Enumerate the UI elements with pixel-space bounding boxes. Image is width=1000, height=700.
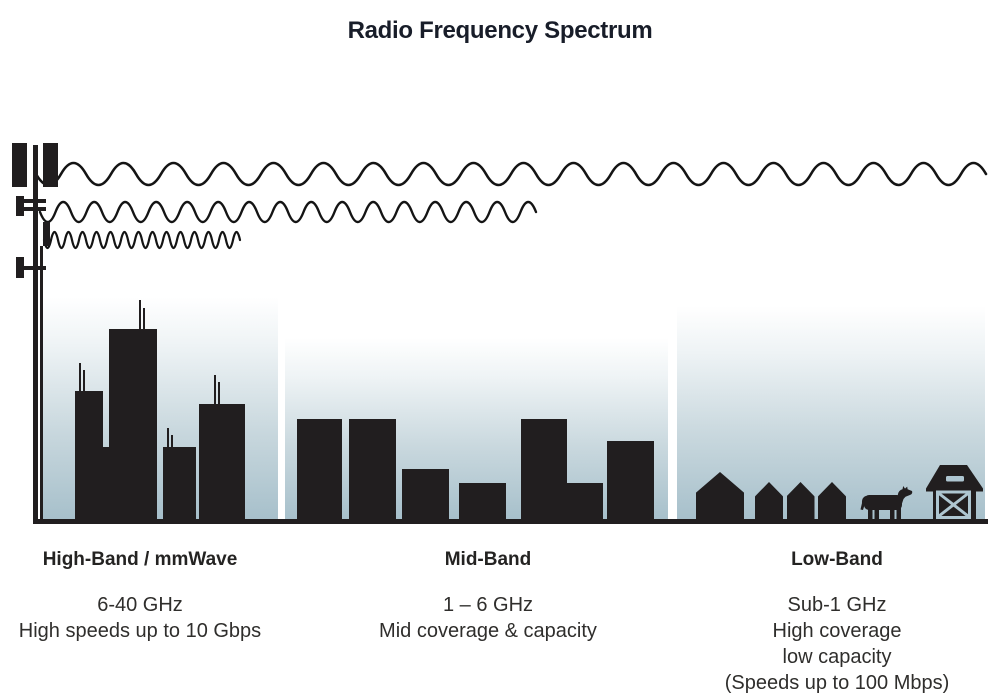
band-detail-line: High coverage xyxy=(772,620,902,642)
building xyxy=(402,469,449,519)
antenna-mast xyxy=(83,370,85,391)
band-detail-line: 6-40 GHz xyxy=(97,594,183,616)
band-detail-line: low capacity xyxy=(782,646,892,668)
band-detail-line: (Speeds up to 100 Mbps) xyxy=(724,672,950,694)
antenna-panel xyxy=(43,143,58,187)
tower-mast-cable xyxy=(39,246,43,523)
antenna-panel xyxy=(43,222,50,246)
short-wavelength-wave-icon xyxy=(42,230,242,250)
band-label-mid: Mid-Band xyxy=(444,549,532,570)
long-wavelength-wave-icon xyxy=(34,161,988,187)
barn-icon xyxy=(926,465,983,520)
band-detail-line: 1 – 6 GHz xyxy=(442,594,534,616)
medium-wavelength-wave-icon xyxy=(38,200,538,224)
antenna-mast xyxy=(171,435,173,447)
tower-crossarm xyxy=(17,207,46,211)
skyscraper xyxy=(109,329,157,519)
skyscraper xyxy=(199,404,245,519)
building xyxy=(607,441,654,519)
building xyxy=(567,483,603,519)
page-title: Radio Frequency Spectrum xyxy=(347,17,653,45)
antenna-mast xyxy=(214,375,216,404)
building xyxy=(349,419,396,519)
antenna-panel xyxy=(15,196,24,216)
building xyxy=(297,419,342,519)
band-detail-line: Mid coverage & capacity xyxy=(379,620,597,642)
band-label-low: Low-Band xyxy=(791,549,883,570)
antenna-mast xyxy=(167,428,169,447)
tower-mast xyxy=(33,145,38,523)
skyscraper xyxy=(75,391,103,519)
tower-crossarm xyxy=(17,199,46,203)
building xyxy=(521,419,567,519)
band-label-high: High-Band / mmWave xyxy=(42,549,238,570)
tower-crossarm xyxy=(17,266,46,270)
antenna-panel xyxy=(12,143,27,187)
antenna-mast xyxy=(79,363,81,391)
antenna-panel xyxy=(15,257,24,278)
skyscraper xyxy=(103,447,109,519)
band-detail-line: High speeds up to 10 Gbps xyxy=(18,620,262,642)
ground-line xyxy=(33,519,988,524)
band-detail-line: Sub-1 GHz xyxy=(787,594,887,616)
skyscraper xyxy=(163,447,196,519)
antenna-mast xyxy=(143,308,145,329)
cow-icon xyxy=(860,486,913,520)
band-desc-high: 6-40 GHz High speeds up to 10 Gbps xyxy=(0,592,290,644)
antenna-mast xyxy=(218,382,220,404)
band-desc-low: Sub-1 GHz High coverage low capacity (Sp… xyxy=(687,592,987,696)
building xyxy=(459,483,506,519)
antenna-mast xyxy=(139,300,141,329)
band-desc-mid: 1 – 6 GHz Mid coverage & capacity xyxy=(338,592,638,644)
